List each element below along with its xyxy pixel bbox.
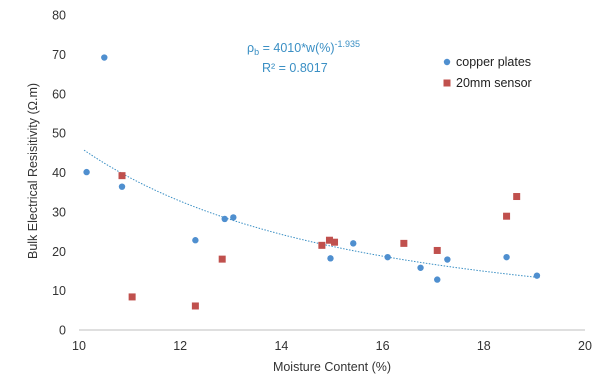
data-point-20mm-sensor xyxy=(128,293,136,301)
trendline-layer xyxy=(83,149,540,279)
legend-label-20mm-sensor: 20mm sensor xyxy=(456,76,532,90)
y-tick-label: 60 xyxy=(52,87,66,101)
data-point-20mm-sensor xyxy=(503,212,511,220)
y-tick-label: 10 xyxy=(52,284,66,298)
legend-label-copper-plates: copper plates xyxy=(456,55,531,69)
data-point-20mm-sensor xyxy=(400,239,408,247)
svg-text:ρb = 4010*w(%)-1.935: ρb = 4010*w(%)-1.935 xyxy=(247,39,360,57)
y-tick-label: 80 xyxy=(52,9,66,23)
power-trendline xyxy=(83,149,540,279)
y-tick-label: 40 xyxy=(52,166,66,180)
x-tick-label: 16 xyxy=(376,339,390,353)
data-point-copper-plates xyxy=(327,255,334,262)
x-tick-labels: 10 12 14 16 18 20 xyxy=(72,339,592,353)
data-point-20mm-sensor xyxy=(318,241,326,249)
data-point-copper-plates xyxy=(503,253,510,261)
legend-marker-copper-plates xyxy=(443,58,451,66)
data-point-copper-plates xyxy=(384,253,391,261)
x-tick-label: 12 xyxy=(173,339,187,353)
y-axis-title: Bulk Electrical Resisitivity (Ω.m) xyxy=(26,83,40,259)
data-point-20mm-sensor xyxy=(433,246,441,254)
y-tick-label: 20 xyxy=(52,245,66,259)
x-tick-label: 10 xyxy=(72,339,86,353)
data-point-copper-plates xyxy=(417,264,424,271)
data-point-copper-plates xyxy=(192,237,199,244)
y-tick-label: 30 xyxy=(52,205,66,219)
data-points-layer xyxy=(83,54,541,310)
data-point-20mm-sensor xyxy=(218,255,226,263)
data-point-copper-plates xyxy=(101,54,108,61)
legend: copper plates 20mm sensor xyxy=(443,55,532,90)
equation-body: = 4010*w(%) xyxy=(259,41,334,55)
x-axis-title: Moisture Content (%) xyxy=(273,360,391,374)
x-tick-label: 20 xyxy=(578,339,592,353)
legend-marker-20mm-sensor xyxy=(443,79,451,87)
equation-subscript: b xyxy=(254,47,259,57)
data-point-copper-plates xyxy=(83,168,90,176)
data-point-20mm-sensor xyxy=(331,238,339,246)
data-point-copper-plates xyxy=(350,240,357,247)
data-point-copper-plates xyxy=(221,215,228,223)
data-point-copper-plates xyxy=(434,276,441,283)
data-point-copper-plates xyxy=(444,256,451,263)
y-tick-labels: 0 10 20 30 40 50 60 70 80 xyxy=(52,9,66,338)
trendline-equation: ρb = 4010*w(%)-1.935 R² = 0.8017 xyxy=(247,39,360,75)
x-tick-label: 14 xyxy=(274,339,288,353)
data-point-copper-plates xyxy=(230,214,237,221)
data-point-20mm-sensor xyxy=(513,193,521,201)
data-point-copper-plates xyxy=(118,183,126,190)
y-tick-label: 70 xyxy=(52,48,66,62)
r-squared-label: R² = 0.8017 xyxy=(262,61,328,75)
y-tick-label: 50 xyxy=(52,127,66,141)
data-point-20mm-sensor xyxy=(191,302,199,310)
y-tick-label: 0 xyxy=(59,324,66,338)
data-point-20mm-sensor xyxy=(325,236,333,244)
data-point-copper-plates xyxy=(533,272,541,279)
x-tick-label: 18 xyxy=(477,339,491,353)
equation-exponent: -1.935 xyxy=(335,39,361,49)
data-point-20mm-sensor xyxy=(118,172,126,180)
equation-symbol: ρ xyxy=(247,41,254,55)
